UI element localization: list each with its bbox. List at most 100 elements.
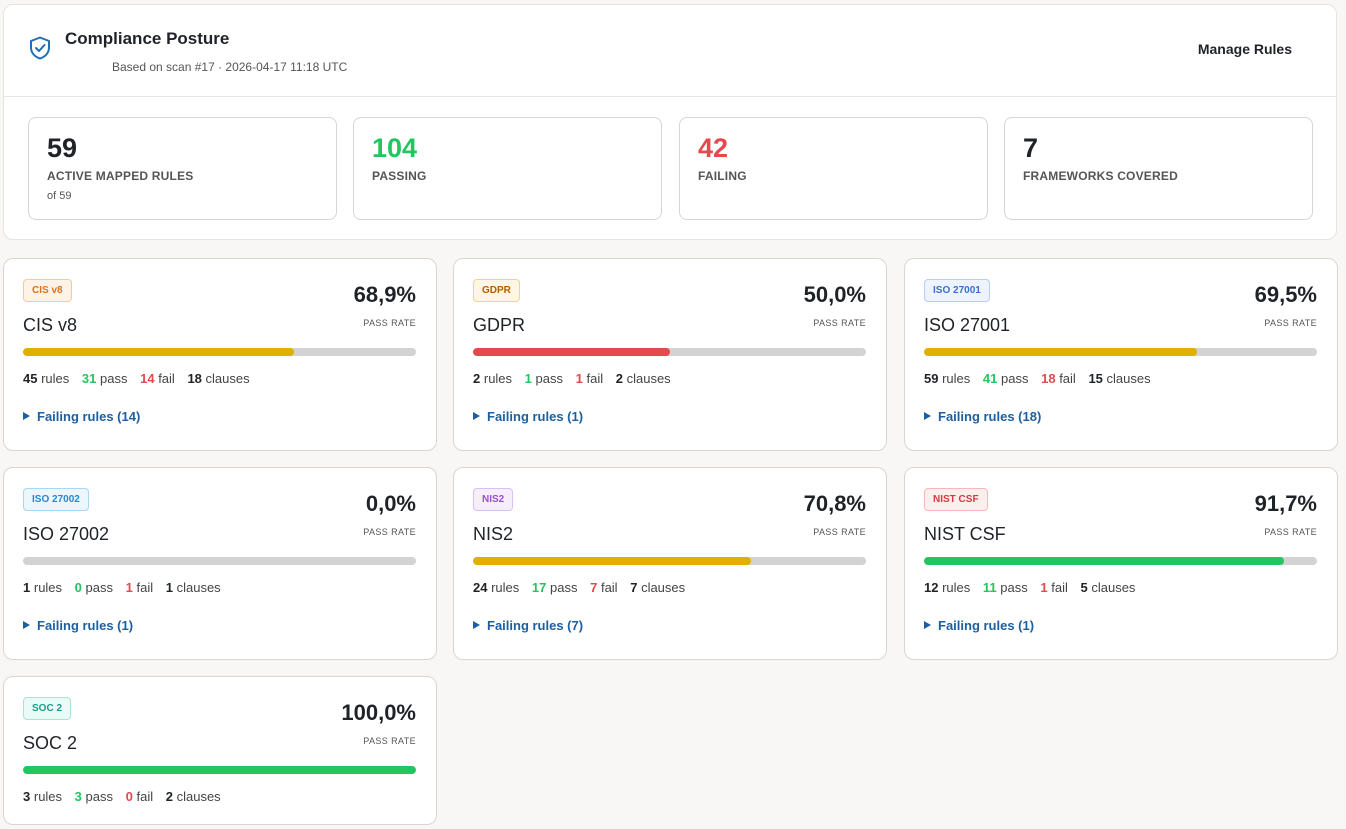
expand-triangle-icon [473, 412, 480, 420]
pass-rate-value: 100,0% [341, 700, 416, 725]
pass-rate-bar-fill [23, 766, 416, 774]
clauses-label: clauses [1106, 371, 1151, 386]
failing-rules-toggle[interactable]: Failing rules (1) [473, 409, 583, 424]
fail-label: fail [136, 580, 154, 595]
manage-rules-button[interactable]: Manage Rules [1197, 41, 1292, 57]
rule-counts: 24 rules 17 pass 7 fail 7 clauses [473, 580, 694, 595]
pass-rate-label: PASS RATE [363, 736, 416, 746]
pass-rate-value: 91,7% [1254, 491, 1317, 516]
fail-label: fail [136, 789, 154, 804]
stat-value: 7 [1023, 133, 1039, 163]
fail-label: fail [600, 580, 618, 595]
clauses-count: 2 [615, 371, 623, 386]
clauses-label: clauses [641, 580, 686, 595]
clauses-count: 5 [1080, 580, 1088, 595]
pass-label: pass [1001, 371, 1029, 386]
fail-label: fail [1059, 371, 1076, 386]
pass-label: pass [1000, 580, 1028, 595]
pass-rate-bar-fill [23, 348, 294, 356]
rule-counts: 12 rules 11 pass 1 fail 5 clauses [924, 580, 1144, 595]
clauses-label: clauses [176, 789, 221, 804]
framework-card: NIST CSF NIST CSF 91,7% PASS RATE 12 rules 1… [904, 467, 1338, 660]
failing-rules-toggle[interactable]: Failing rules (18) [924, 409, 1041, 424]
fail-count: 1 [1040, 580, 1048, 595]
rules-count: 12 [924, 580, 939, 595]
pass-label: pass [550, 580, 578, 595]
stat-card: 42 FAILING [679, 117, 988, 220]
pass-count: 11 [982, 580, 997, 595]
clauses-count: 18 [187, 371, 202, 386]
pass-rate-value: 68,9% [353, 282, 416, 307]
expand-triangle-icon [924, 621, 931, 629]
framework-card: SOC 2 SOC 2 100,0% PASS RATE 3 rules 3 pass … [3, 676, 437, 825]
pass-rate-bar [23, 557, 416, 565]
clauses-label: clauses [205, 371, 250, 386]
rules-label: rules [33, 789, 63, 804]
fail-count: 0 [125, 789, 133, 804]
rules-count: 45 [23, 371, 38, 386]
failing-rules-toggle[interactable]: Failing rules (1) [23, 618, 133, 633]
framework-name: SOC 2 [23, 733, 78, 753]
framework-name: ISO 27002 [23, 524, 110, 544]
failing-rules-toggle[interactable]: Failing rules (7) [473, 618, 583, 633]
fail-label: fail [158, 371, 175, 386]
pass-count: 3 [74, 789, 82, 804]
pass-label: pass [535, 371, 563, 386]
rule-counts: 2 rules 1 pass 1 fail 2 clauses [473, 371, 680, 386]
rule-counts: 3 rules 3 pass 0 fail 2 clauses [23, 789, 230, 804]
framework-name: NIS2 [473, 524, 514, 544]
rule-counts: 1 rules 0 pass 1 fail 1 clauses [23, 580, 230, 595]
framework-badge: SOC 2 [23, 697, 72, 720]
fail-count: 14 [140, 371, 155, 386]
pass-count: 41 [982, 371, 998, 386]
fail-label: fail [1051, 580, 1068, 595]
stat-label: PASSING [372, 169, 427, 183]
framework-card: ISO 27002 ISO 27002 0,0% PASS RATE 1 rules 0… [3, 467, 437, 660]
pass-rate-value: 70,8% [803, 491, 866, 516]
fail-label: fail [586, 371, 604, 386]
framework-badge: GDPR [473, 279, 520, 302]
stat-sub: of 59 [47, 190, 72, 202]
summary-panel: Compliance Posture Based on scan #17 · 2… [3, 4, 1337, 240]
fail-count: 1 [125, 580, 133, 595]
rules-label: rules [483, 371, 513, 386]
framework-badge: CIS v8 [23, 279, 72, 302]
fail-count: 1 [575, 371, 583, 386]
failing-rules-toggle[interactable]: Failing rules (14) [23, 409, 140, 424]
pass-rate-label: PASS RATE [363, 527, 416, 537]
framework-badge: NIST CSF [924, 488, 988, 511]
pass-count: 1 [524, 371, 532, 386]
stat-label: FRAMEWORKS COVERED [1023, 169, 1178, 183]
pass-rate-label: PASS RATE [813, 318, 866, 328]
framework-badge: ISO 27002 [23, 488, 89, 511]
page-title: Compliance Posture [65, 29, 230, 48]
rules-count: 2 [473, 371, 481, 386]
failing-rules-toggle[interactable]: Failing rules (1) [924, 618, 1034, 633]
pass-rate-label: PASS RATE [1264, 527, 1317, 537]
clauses-count: 2 [165, 789, 173, 804]
fail-count: 7 [590, 580, 598, 595]
pass-rate-label: PASS RATE [1264, 318, 1317, 328]
framework-badge: ISO 27001 [924, 279, 990, 302]
rules-label: rules [491, 580, 520, 595]
pass-rate-value: 0,0% [365, 491, 416, 516]
fail-count: 18 [1041, 371, 1056, 386]
clauses-label: clauses [626, 371, 671, 386]
rules-label: rules [41, 371, 70, 386]
framework-name: NIST CSF [924, 524, 1006, 544]
expand-triangle-icon [23, 621, 30, 629]
stat-value: 104 [372, 133, 418, 163]
expand-triangle-icon [924, 412, 931, 420]
expand-triangle-icon [473, 621, 480, 629]
pass-rate-bar-fill [924, 557, 1285, 565]
rules-count: 1 [23, 580, 31, 595]
failing-rules-label: Failing rules (1) [487, 409, 584, 424]
stat-card: 7 FRAMEWORKS COVERED [1004, 117, 1313, 220]
rules-count: 3 [23, 789, 31, 804]
clauses-label: clauses [176, 580, 221, 595]
pass-rate-label: PASS RATE [363, 318, 416, 328]
pass-rate-bar [473, 557, 866, 565]
rules-label: rules [33, 580, 63, 595]
stat-card: 104 PASSING [353, 117, 662, 220]
pass-rate-bar [924, 348, 1317, 356]
